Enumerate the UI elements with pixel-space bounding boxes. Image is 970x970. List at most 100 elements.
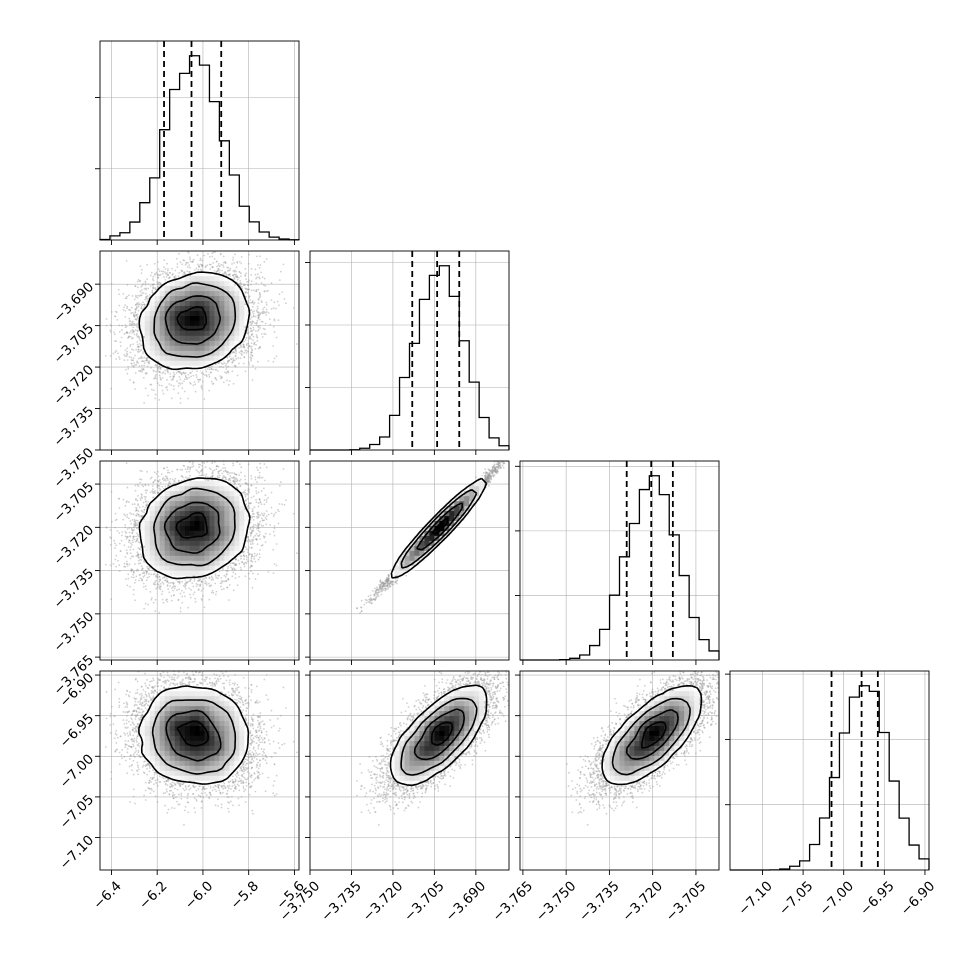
sample-point bbox=[391, 581, 394, 583]
sample-point bbox=[497, 467, 500, 470]
sample-point bbox=[187, 261, 189, 264]
sample-point bbox=[387, 582, 390, 585]
sample-point bbox=[254, 367, 257, 370]
sample-point bbox=[141, 702, 144, 704]
sample-point bbox=[136, 538, 139, 541]
sample-point bbox=[265, 762, 268, 765]
density-cell bbox=[429, 540, 435, 546]
sample-point bbox=[208, 681, 211, 684]
density-cell bbox=[219, 340, 225, 346]
sample-point bbox=[221, 568, 224, 571]
sample-point bbox=[156, 369, 159, 372]
sample-point bbox=[256, 734, 258, 737]
sample-point bbox=[236, 584, 239, 587]
sample-point bbox=[149, 697, 152, 699]
sample-point bbox=[119, 550, 122, 553]
sample-point bbox=[148, 684, 151, 687]
sample-point bbox=[222, 672, 224, 675]
sample-point bbox=[233, 564, 236, 567]
sample-point bbox=[184, 372, 187, 374]
sample-point bbox=[367, 600, 370, 603]
sample-point bbox=[232, 259, 234, 261]
sample-point bbox=[259, 295, 262, 298]
sample-point bbox=[165, 477, 168, 480]
sample-point bbox=[171, 785, 173, 788]
sample-point bbox=[247, 766, 250, 769]
density-cell bbox=[144, 745, 151, 751]
sample-point bbox=[135, 323, 137, 326]
sample-point bbox=[135, 334, 138, 337]
sample-point bbox=[137, 305, 140, 308]
sample-point bbox=[183, 271, 185, 274]
sample-point bbox=[144, 602, 147, 605]
density-cell bbox=[194, 750, 200, 756]
sample-point bbox=[137, 768, 140, 771]
sample-point bbox=[125, 743, 128, 746]
sample-point bbox=[136, 296, 139, 299]
sample-point bbox=[260, 721, 262, 723]
density-cell bbox=[164, 495, 170, 502]
sample-point bbox=[250, 475, 253, 477]
sample-point bbox=[380, 589, 383, 592]
sample-point bbox=[159, 689, 161, 692]
density-cell bbox=[159, 490, 165, 497]
sample-point bbox=[141, 356, 144, 359]
density-cell bbox=[164, 760, 170, 766]
sample-point bbox=[255, 700, 257, 703]
sample-point bbox=[246, 288, 249, 291]
density-cell bbox=[204, 545, 210, 551]
density-cell bbox=[229, 285, 235, 292]
sample-point bbox=[263, 678, 266, 681]
sample-point bbox=[232, 477, 235, 480]
sample-point bbox=[247, 490, 250, 492]
sample-point bbox=[231, 689, 234, 692]
sample-point bbox=[143, 511, 146, 514]
sample-point bbox=[223, 362, 226, 364]
sample-point bbox=[133, 704, 136, 707]
density-cell bbox=[234, 325, 240, 331]
density-cell bbox=[169, 505, 175, 512]
sample-point bbox=[125, 297, 128, 300]
sample-point bbox=[200, 589, 203, 592]
sample-point bbox=[493, 465, 496, 468]
density-cell bbox=[179, 330, 185, 336]
sample-point bbox=[197, 583, 199, 586]
density-cell bbox=[219, 490, 225, 497]
density-cell bbox=[179, 480, 185, 487]
sample-point bbox=[134, 563, 136, 566]
density-cell bbox=[149, 310, 156, 316]
sample-point bbox=[233, 479, 235, 482]
sample-point bbox=[138, 303, 141, 306]
sample-point bbox=[131, 519, 134, 521]
sample-point bbox=[263, 328, 266, 331]
sample-point bbox=[248, 553, 251, 556]
sample-point bbox=[127, 726, 129, 729]
sample-point bbox=[222, 587, 225, 590]
sample-point bbox=[256, 764, 259, 767]
sample-point bbox=[115, 311, 118, 314]
density-cell bbox=[214, 515, 220, 521]
density-cell bbox=[229, 750, 235, 756]
sample-point bbox=[140, 685, 143, 688]
sample-point bbox=[388, 585, 391, 588]
sample-point bbox=[276, 300, 279, 303]
sample-point bbox=[156, 778, 159, 781]
sample-point bbox=[240, 698, 243, 701]
sample-point bbox=[192, 793, 195, 796]
sample-point bbox=[495, 472, 497, 474]
sample-point bbox=[200, 792, 203, 795]
density-cell bbox=[194, 480, 200, 487]
sample-point bbox=[137, 335, 140, 338]
sample-point bbox=[197, 588, 200, 591]
density-cell bbox=[409, 550, 415, 556]
sample-point bbox=[124, 743, 127, 746]
sample-point bbox=[257, 745, 260, 748]
sample-point bbox=[259, 538, 262, 540]
sample-point bbox=[246, 343, 248, 345]
sample-point bbox=[132, 548, 135, 551]
density-cell bbox=[174, 555, 180, 561]
sample-point bbox=[134, 318, 137, 321]
density-cell bbox=[209, 770, 215, 776]
sample-point bbox=[152, 687, 154, 690]
sample-point bbox=[159, 371, 162, 374]
